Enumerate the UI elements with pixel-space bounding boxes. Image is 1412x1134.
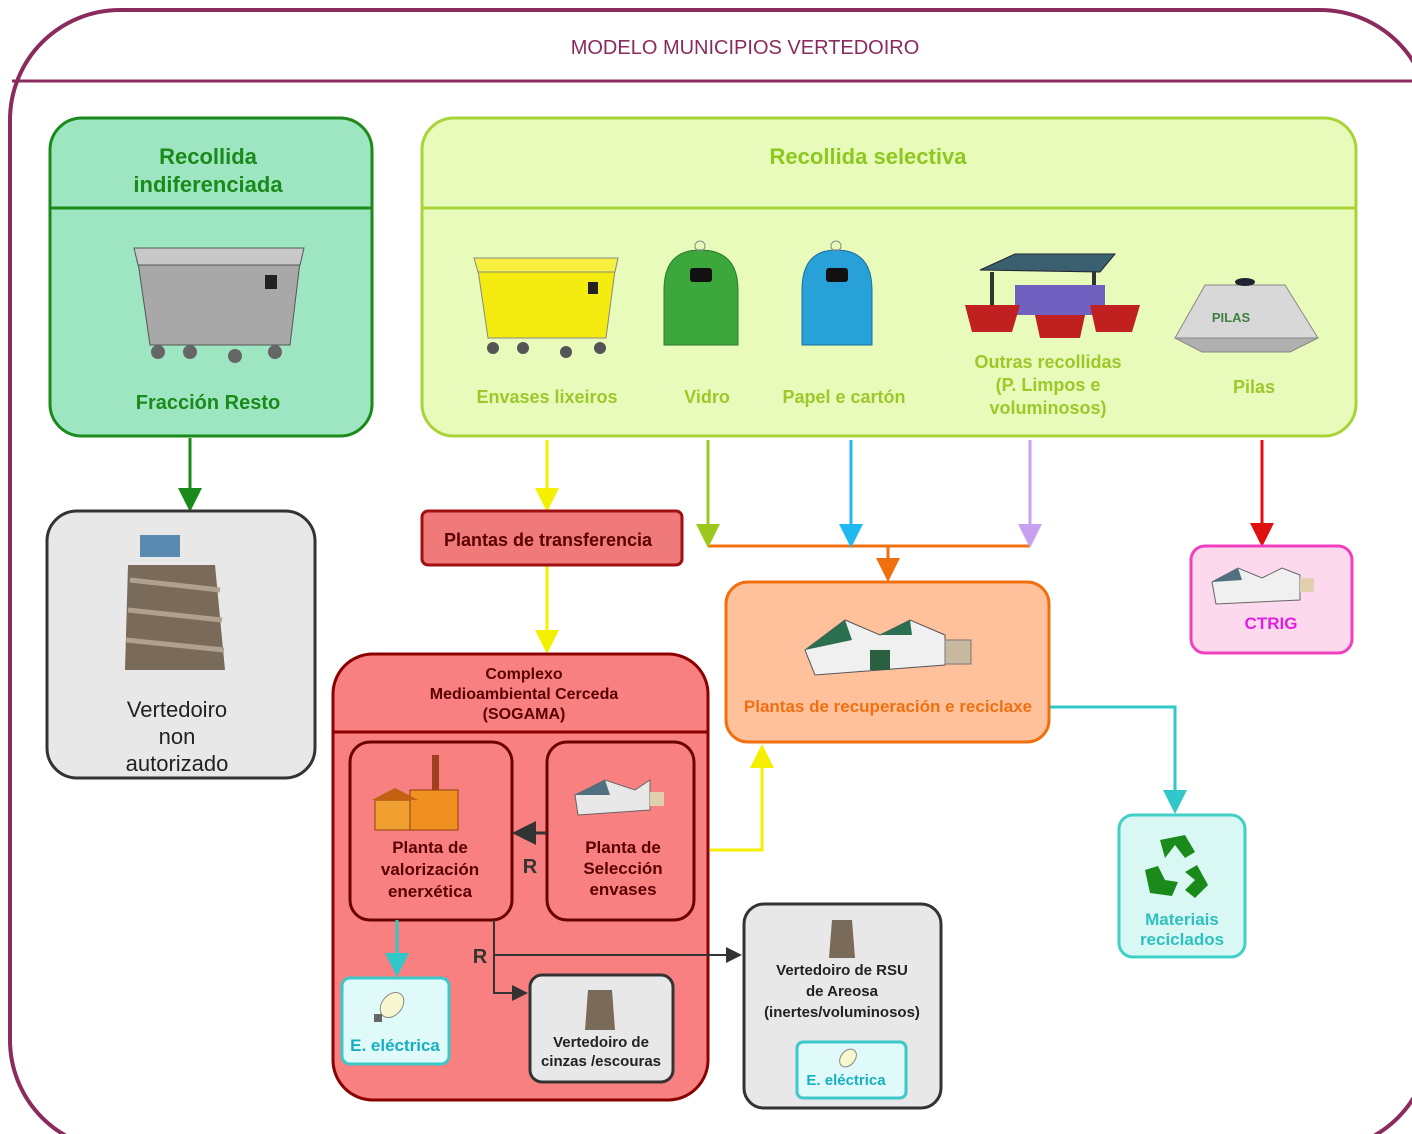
bin-label: Fracción Resto (58, 391, 358, 416)
node-label: valorización (353, 859, 508, 880)
edge-label: R (465, 945, 495, 970)
node-label: Planta de (353, 837, 508, 858)
bin-label: Outras recollidas (948, 351, 1148, 374)
node-label: Materiais (1122, 909, 1242, 930)
node-label: Vertedoiro de (531, 1034, 671, 1053)
arrow (710, 750, 762, 850)
node-label: Vertedoiro (52, 696, 302, 724)
node-label: de Areosa (745, 983, 940, 1002)
node-label: CTRIG (1196, 613, 1346, 634)
node-label: reciclados (1122, 929, 1242, 950)
bin-label: Pilas (1154, 376, 1354, 399)
node-label: Complexo (344, 665, 704, 685)
node-label: Plantas de recuperación e reciclaxe (728, 696, 1048, 717)
node-label: non (52, 723, 302, 751)
node-label: E. eléctrica (794, 1072, 899, 1091)
bin-label: voluminosos) (948, 397, 1148, 420)
node-label: autorizado (52, 750, 302, 778)
node-label: envases (551, 879, 696, 900)
bin-label: Papel e cartón (744, 386, 944, 409)
arrow (1049, 707, 1175, 808)
node-label: Selección (551, 858, 696, 879)
diagram: MODELO MUNICIPIOS VERTEDOIRO Recollidaind… (0, 0, 1412, 1134)
box-title: Recollida selectiva (618, 143, 1118, 171)
box-title: indiferenciada (58, 171, 358, 199)
landfill-icon (829, 920, 855, 958)
landfill-icon (585, 990, 615, 1030)
edge-label: R (515, 855, 545, 880)
node-label: cinzas /escouras (531, 1053, 671, 1072)
node-label: Planta de (551, 837, 696, 858)
node-label: E. eléctrica (343, 1035, 448, 1056)
node-label: Vertedoiro de RSU (745, 962, 940, 981)
node-label: Plantas de transferencia (423, 529, 673, 552)
node-label: Medioambiental Cerceda (344, 685, 704, 705)
bin-label: (P. Limpos e (948, 374, 1148, 397)
box-title: Recollida (58, 143, 358, 171)
node-label: enerxética (353, 881, 508, 902)
title: MODELO MUNICIPIOS VERTEDOIRO (445, 36, 1045, 61)
node-label: (inertes/voluminosos) (745, 1004, 940, 1023)
node-label: (SOGAMA) (344, 705, 704, 725)
icon-label: PILAS (1201, 310, 1261, 326)
